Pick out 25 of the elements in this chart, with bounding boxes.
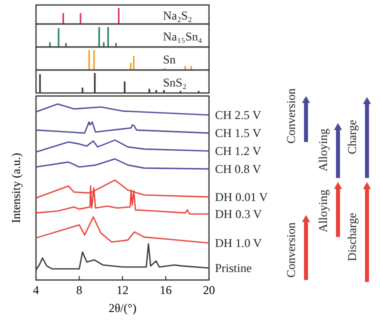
series-label: DH 0.3 V bbox=[215, 207, 262, 221]
x-tick-label: 8 bbox=[76, 283, 82, 297]
series-label: SnS₂ bbox=[163, 76, 187, 90]
text: Conversion bbox=[284, 222, 298, 278]
text: Na₂S₂ bbox=[163, 8, 192, 22]
text: Alloying bbox=[316, 128, 330, 172]
series-label: Pristine bbox=[215, 261, 252, 276]
x-tick-label: 12 bbox=[116, 283, 128, 297]
series-label: DH 1.0 V bbox=[215, 236, 262, 250]
text: Discharge bbox=[345, 212, 359, 262]
series-label: CH 2.5 V bbox=[215, 108, 262, 122]
text: Na₁₅Sn₄ bbox=[163, 30, 202, 44]
series-label: CH 0.8 V bbox=[215, 162, 262, 176]
series-label: DH 0.01 V bbox=[215, 190, 268, 204]
text: Charge bbox=[345, 120, 359, 154]
x-tick-label: 4 bbox=[33, 283, 39, 297]
x-axis-title: 2θ/(°) bbox=[108, 301, 136, 315]
series-label: CH 1.2 V bbox=[215, 144, 262, 158]
x-tick-label: 20 bbox=[203, 283, 215, 297]
y-axis-title: Intensity (a.u.) bbox=[9, 152, 23, 224]
series-label: CH 1.5 V bbox=[215, 126, 262, 140]
text: Conversion bbox=[284, 88, 298, 144]
x-tick-label: 16 bbox=[160, 283, 172, 297]
series-label: Sn bbox=[163, 52, 176, 66]
text: Alloying bbox=[316, 190, 330, 232]
